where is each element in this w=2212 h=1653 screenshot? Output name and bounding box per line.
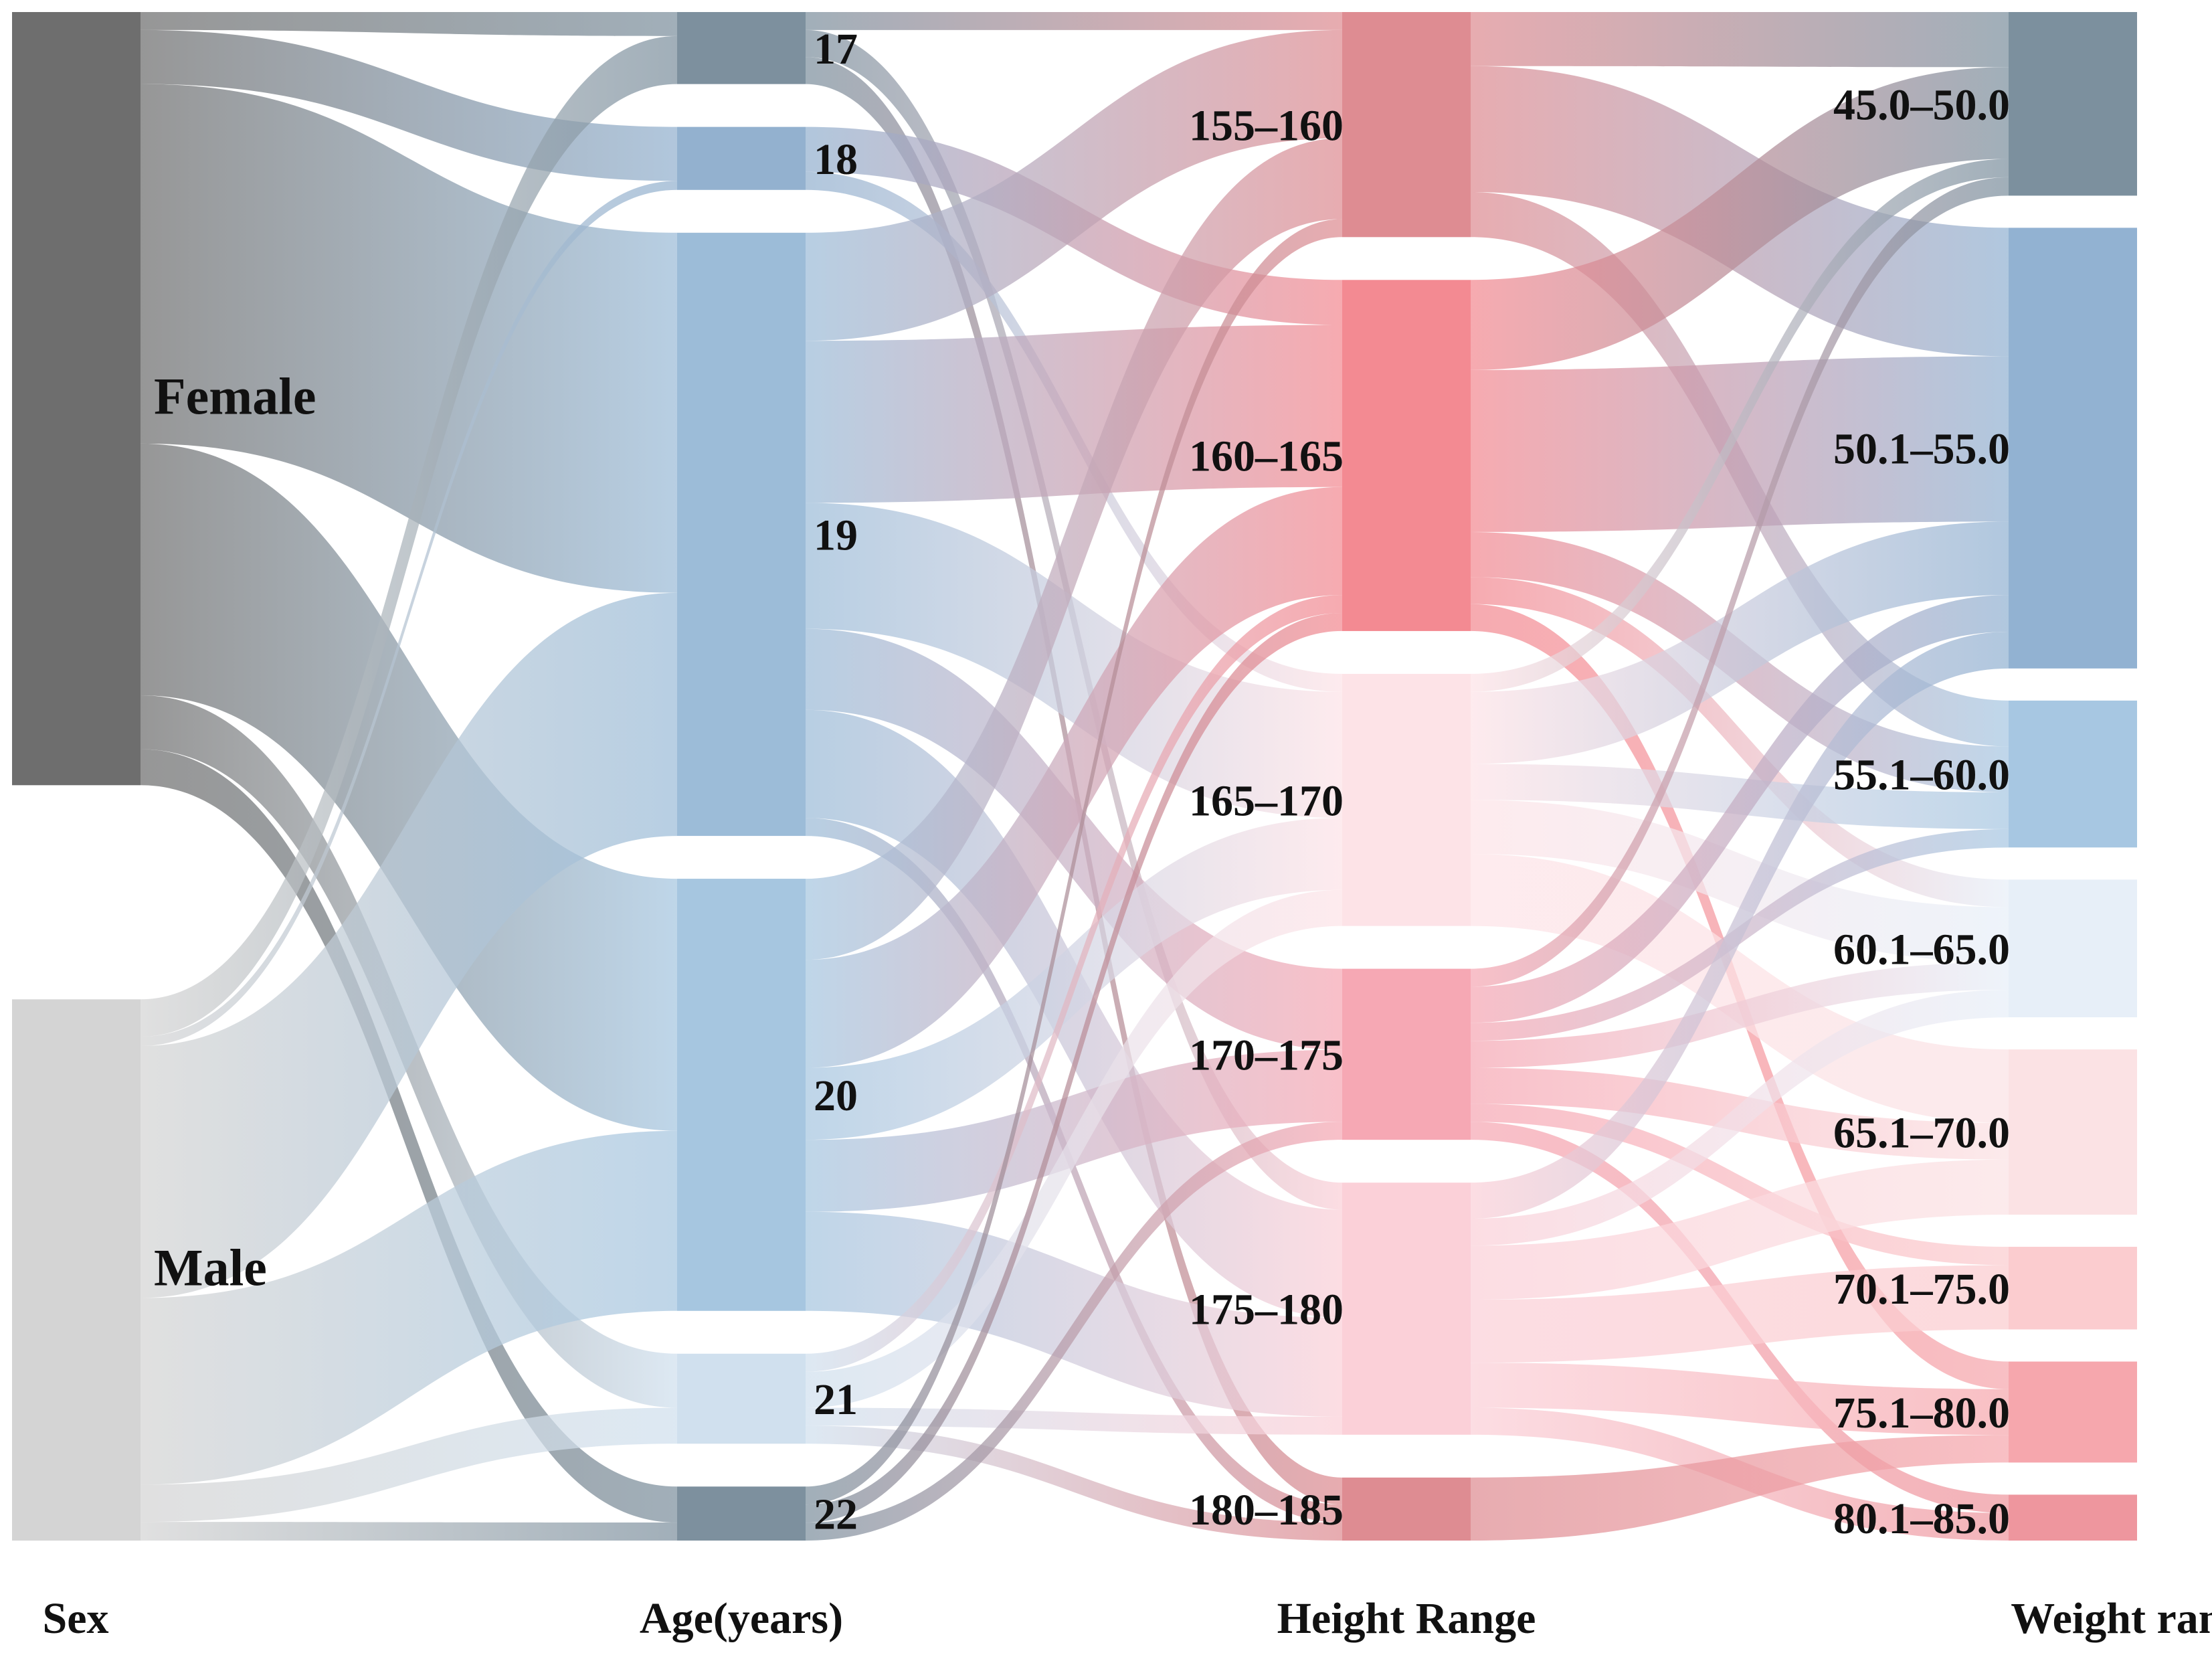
node-label-height-range-165-170: 165–170 bbox=[1189, 776, 1344, 825]
node-label-age-years-17: 17 bbox=[814, 25, 858, 74]
node-label-weight-range-65-1-70-0: 65.1–70.0 bbox=[1833, 1109, 2010, 1158]
stage-title-height-range: Height Range bbox=[1277, 1594, 1536, 1643]
link-male-to-21 bbox=[141, 1407, 677, 1522]
node-weight-range-55-1-60-0 bbox=[2009, 700, 2137, 848]
node-sex-male bbox=[12, 999, 141, 1541]
node-label-weight-range-70-1-75-0: 70.1–75.0 bbox=[1833, 1265, 2010, 1314]
node-weight-range-70-1-75-0 bbox=[2009, 1247, 2137, 1330]
link-female-to-20 bbox=[141, 443, 677, 1131]
node-weight-range-65-1-70-0 bbox=[2009, 1049, 2137, 1215]
node-label-weight-range-60-1-65-0: 60.1–65.0 bbox=[1833, 925, 2010, 974]
node-age-years-17 bbox=[677, 12, 806, 84]
link-160-165-to-45-0-50-0 bbox=[1471, 67, 2009, 370]
node-height-range-175-180 bbox=[1342, 1183, 1471, 1435]
node-label-height-range-175-180: 175–180 bbox=[1189, 1286, 1344, 1334]
link-180-185-to-75-1-80-0 bbox=[1471, 1435, 2009, 1541]
node-label-sex-female: Female bbox=[154, 367, 316, 426]
link-165-170-to-60-1-65-0 bbox=[1471, 800, 2009, 962]
link-170-175-to-60-1-65-0 bbox=[1471, 962, 2009, 1068]
node-height-range-180-185 bbox=[1342, 1477, 1471, 1541]
link-male-to-20 bbox=[141, 1130, 677, 1485]
node-height-range-165-170 bbox=[1342, 673, 1471, 926]
link-175-180-to-70-1-75-0 bbox=[1471, 1265, 2009, 1363]
link-female-to-22 bbox=[141, 749, 677, 1523]
link-170-175-to-50-1-55-0 bbox=[1471, 595, 2009, 1023]
link-22-to-155-160 bbox=[806, 219, 1342, 1505]
node-label-height-range-160-165: 160–165 bbox=[1189, 432, 1344, 481]
link-175-180-to-65-1-70-0 bbox=[1471, 1159, 2009, 1300]
node-label-age-years-19: 19 bbox=[814, 511, 858, 560]
link-female-to-19 bbox=[141, 84, 677, 593]
link-19-to-180-185 bbox=[806, 818, 1342, 1523]
stage-titles: Sex Age(years) Height Range Weight range bbox=[43, 1594, 2212, 1643]
node-height-range-170-175 bbox=[1342, 968, 1471, 1140]
nodes-layer bbox=[12, 12, 2137, 1541]
node-label-weight-range-45-0-50-0: 45.0–50.0 bbox=[1833, 80, 2010, 129]
links-layer bbox=[141, 12, 2009, 1541]
node-weight-range-60-1-65-0 bbox=[2009, 879, 2137, 1018]
node-label-weight-range-55-1-60-0: 55.1–60.0 bbox=[1833, 751, 2010, 800]
node-weight-range-80-1-85-0 bbox=[2009, 1494, 2137, 1541]
link-21-to-165-170 bbox=[806, 889, 1342, 1408]
link-21-to-180-185 bbox=[806, 1425, 1342, 1541]
node-height-range-160-165 bbox=[1342, 280, 1471, 631]
link-22-to-170-175 bbox=[806, 1122, 1342, 1541]
link-19-to-155-160 bbox=[806, 29, 1342, 341]
link-175-180-to-75-1-80-0 bbox=[1471, 1363, 2009, 1436]
link-160-165-to-50-1-55-0 bbox=[1471, 356, 2009, 532]
node-label-age-years-22: 22 bbox=[814, 1490, 858, 1539]
link-19-to-165-170 bbox=[806, 503, 1342, 818]
link-20-to-155-160 bbox=[806, 138, 1342, 960]
node-label-age-years-20: 20 bbox=[814, 1071, 858, 1120]
link-male-to-19 bbox=[141, 592, 677, 1298]
link-male-to-22 bbox=[141, 1522, 677, 1541]
link-170-175-to-70-1-75-0 bbox=[1471, 1104, 2009, 1266]
node-label-height-range-155-160: 155–160 bbox=[1189, 101, 1344, 150]
node-label-sex-male: Male bbox=[154, 1239, 267, 1297]
node-sex-female bbox=[12, 12, 141, 786]
link-male-to-17 bbox=[141, 35, 677, 1037]
stage-title-sex: Sex bbox=[43, 1594, 109, 1643]
link-male-to-18 bbox=[141, 181, 677, 1047]
node-height-range-155-160 bbox=[1342, 12, 1471, 238]
link-165-170-to-65-1-70-0 bbox=[1471, 853, 2009, 1123]
link-21-to-160-165 bbox=[806, 595, 1342, 1372]
link-175-180-to-50-1-55-0 bbox=[1471, 631, 2009, 1219]
labels-layer: Female Male 17 18 19 20 21 22 155–160 160–165 165–… bbox=[154, 25, 2010, 1543]
link-165-170-to-45-0-50-0 bbox=[1471, 159, 2009, 692]
link-20-to-175-180 bbox=[806, 1211, 1342, 1417]
link-160-165-to-60-1-65-0 bbox=[1471, 577, 2009, 907]
node-label-height-range-180-185: 180–185 bbox=[1189, 1486, 1344, 1535]
stage-title-weight-range: Weight range bbox=[2011, 1594, 2212, 1643]
link-175-180-to-60-1-65-0 bbox=[1471, 989, 2009, 1246]
node-label-height-range-170-175: 170–175 bbox=[1189, 1031, 1344, 1079]
node-label-age-years-21: 21 bbox=[814, 1375, 858, 1424]
node-age-years-18 bbox=[677, 126, 806, 190]
link-22-to-160-165 bbox=[806, 613, 1342, 1523]
node-age-years-22 bbox=[677, 1486, 806, 1541]
node-weight-range-75-1-80-0 bbox=[2009, 1361, 2137, 1463]
link-20-to-160-165 bbox=[806, 487, 1342, 1068]
node-age-years-19 bbox=[677, 232, 806, 837]
link-170-175-to-45-0-50-0 bbox=[1471, 177, 2009, 987]
node-age-years-21 bbox=[677, 1353, 806, 1444]
node-age-years-20 bbox=[677, 879, 806, 1311]
node-label-age-years-18: 18 bbox=[814, 135, 858, 184]
node-weight-range-50-1-55-0 bbox=[2009, 228, 2137, 669]
stage-title-age-years: Age(years) bbox=[640, 1594, 843, 1643]
link-17-to-155-160 bbox=[806, 12, 1342, 30]
node-weight-range-45-0-50-0 bbox=[2009, 12, 2137, 196]
link-165-170-to-50-1-55-0 bbox=[1471, 521, 2009, 764]
node-label-weight-range-75-1-80-0: 75.1–80.0 bbox=[1833, 1389, 2010, 1438]
node-label-weight-range-50-1-55-0: 50.1–55.0 bbox=[1833, 425, 2010, 474]
link-female-to-17 bbox=[141, 12, 677, 36]
node-label-weight-range-80-1-85-0: 80.1–85.0 bbox=[1833, 1494, 2010, 1543]
link-155-160-to-45-0-50-0 bbox=[1471, 12, 2009, 68]
